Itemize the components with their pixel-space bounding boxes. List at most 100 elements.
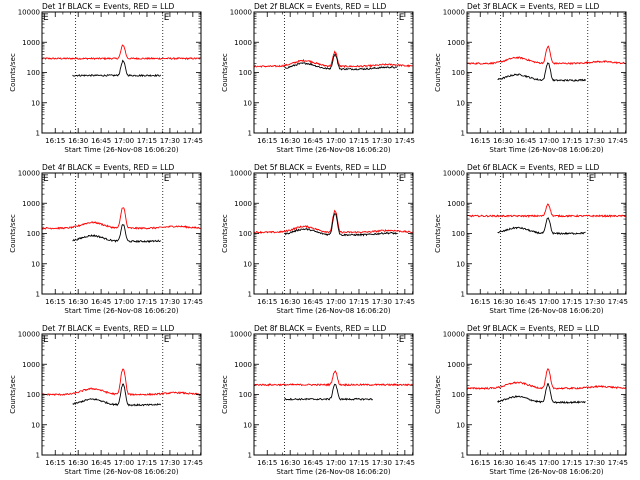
plot-frame — [466, 172, 627, 295]
events-series-line — [284, 213, 398, 237]
x-tick-label: 17:00 — [539, 298, 559, 306]
panel-title: Det 5f BLACK = Events, RED = LLD — [254, 163, 387, 172]
x-tick-label: 17:00 — [539, 137, 559, 145]
x-axis-label: Start Time (26-Nov-08 16:06:20) — [64, 146, 178, 154]
y-tick-label: 100 — [27, 391, 40, 399]
x-tick-label: 17:15 — [349, 298, 369, 306]
panel-2: Det 2f BLACK = Events, RED = LLD E 1 10 100 1… — [221, 2, 415, 154]
x-tick-label: 16:45 — [303, 459, 323, 467]
panel-title: Det 6f BLACK = Events, RED = LLD — [467, 163, 600, 172]
y-tick-label: 10000 — [230, 331, 252, 339]
x-tick-label: 16:15 — [470, 137, 490, 145]
x-tick-label: 17:15 — [562, 137, 582, 145]
panel-8: Det 8f BLACK = Events, RED = LLD E 1 10 100 1… — [221, 324, 415, 476]
y-tick-label: 1 — [461, 452, 465, 460]
x-axis-label: Start Time (26-Nov-08 16:06:20) — [489, 468, 603, 476]
x-tick-label: 17:30 — [585, 298, 605, 306]
panel-title: Det 8f BLACK = Events, RED = LLD — [254, 324, 387, 333]
x-tick-label: 17:00 — [326, 298, 346, 306]
x-tick-label: 17:45 — [608, 459, 628, 467]
y-axis-label: Counts/sec — [434, 53, 442, 92]
corner-label-right: E — [399, 335, 405, 345]
y-axis-label: Counts/sec — [434, 375, 442, 414]
events-series-line — [72, 59, 161, 78]
y-tick-label: 1000 — [234, 361, 252, 369]
x-tick-label: 16:15 — [45, 459, 65, 467]
panel-6: Det 6f BLACK = Events, RED = LLD E 1 10 100 1… — [434, 163, 628, 315]
plot-frame — [466, 333, 627, 456]
x-tick-label: 17:15 — [137, 459, 157, 467]
x-tick-label: 16:30 — [68, 459, 88, 467]
y-axis-label: Counts/sec — [221, 53, 229, 92]
y-tick-label: 10000 — [230, 9, 252, 17]
events-series-line — [497, 62, 586, 82]
x-tick-label: 17:00 — [114, 298, 134, 306]
y-tick-label: 100 — [239, 69, 252, 77]
x-tick-label: 17:30 — [160, 459, 180, 467]
y-tick-label: 10000 — [443, 170, 465, 178]
y-tick-label: 10000 — [18, 9, 40, 17]
y-tick-label: 1 — [36, 291, 40, 299]
x-tick-label: 17:45 — [395, 137, 415, 145]
y-tick-label: 1 — [248, 130, 252, 138]
lld-series-line — [253, 209, 413, 234]
events-series-line — [284, 383, 373, 401]
y-tick-label: 10 — [243, 99, 252, 107]
plot-frame — [253, 11, 414, 134]
lld-series-line — [41, 44, 201, 61]
x-tick-label: 17:30 — [585, 137, 605, 145]
corner-label-right: E — [589, 174, 595, 184]
corner-label-right: E — [164, 174, 170, 184]
y-tick-label: 1000 — [234, 200, 252, 208]
panel-1: Det 1f BLACK = Events, RED = LLD E E 1 10 100… — [9, 2, 203, 154]
y-tick-label: 1 — [248, 452, 252, 460]
y-tick-label: 10 — [243, 421, 252, 429]
plot-frame — [41, 11, 202, 134]
x-tick-label: 17:15 — [562, 459, 582, 467]
events-series-line — [72, 224, 161, 244]
corner-label-right: E — [399, 13, 405, 23]
x-tick-label: 17:45 — [395, 298, 415, 306]
x-tick-label: 16:30 — [493, 137, 513, 145]
y-tick-label: 1000 — [447, 200, 465, 208]
panel-3: Det 3f BLACK = Events, RED = LLD 1 10 100 10… — [434, 2, 628, 154]
lld-series-line — [253, 370, 413, 387]
panel-5: Det 5f BLACK = Events, RED = LLD E 1 10 100 1… — [221, 163, 415, 315]
y-tick-label: 1 — [248, 291, 252, 299]
x-axis-label: Start Time (26-Nov-08 16:06:20) — [276, 307, 390, 315]
events-series-line — [497, 383, 586, 404]
corner-label-left: E — [43, 174, 49, 184]
lld-series-line — [466, 45, 626, 66]
y-tick-label: 1 — [36, 452, 40, 460]
y-tick-label: 1000 — [447, 39, 465, 47]
corner-label-right: E — [399, 174, 405, 184]
y-axis-label: Counts/sec — [9, 53, 17, 92]
x-tick-label: 17:15 — [562, 298, 582, 306]
x-tick-label: 17:45 — [608, 298, 628, 306]
plot-frame — [466, 11, 627, 134]
x-tick-label: 16:30 — [280, 298, 300, 306]
y-tick-label: 10 — [456, 421, 465, 429]
x-tick-label: 16:30 — [493, 459, 513, 467]
y-axis-label: Counts/sec — [221, 214, 229, 253]
x-tick-label: 17:00 — [326, 459, 346, 467]
x-tick-label: 17:00 — [114, 459, 134, 467]
panel-9: Det 9f BLACK = Events, RED = LLD 1 10 100 10… — [434, 324, 628, 476]
y-tick-label: 10000 — [230, 170, 252, 178]
y-tick-label: 1 — [36, 130, 40, 138]
x-tick-label: 17:00 — [114, 137, 134, 145]
y-tick-label: 100 — [27, 69, 40, 77]
x-tick-label: 16:45 — [91, 459, 111, 467]
y-axis-label: Counts/sec — [434, 214, 442, 253]
panel-title: Det 9f BLACK = Events, RED = LLD — [467, 324, 600, 333]
y-tick-label: 100 — [452, 230, 465, 238]
y-tick-label: 10000 — [18, 170, 40, 178]
y-tick-label: 1000 — [22, 39, 40, 47]
x-axis-label: Start Time (26-Nov-08 16:06:20) — [489, 146, 603, 154]
y-tick-label: 10 — [456, 260, 465, 268]
x-tick-label: 16:15 — [470, 298, 490, 306]
y-tick-label: 10 — [31, 421, 40, 429]
x-tick-label: 17:45 — [183, 459, 203, 467]
events-series-line — [72, 383, 161, 407]
